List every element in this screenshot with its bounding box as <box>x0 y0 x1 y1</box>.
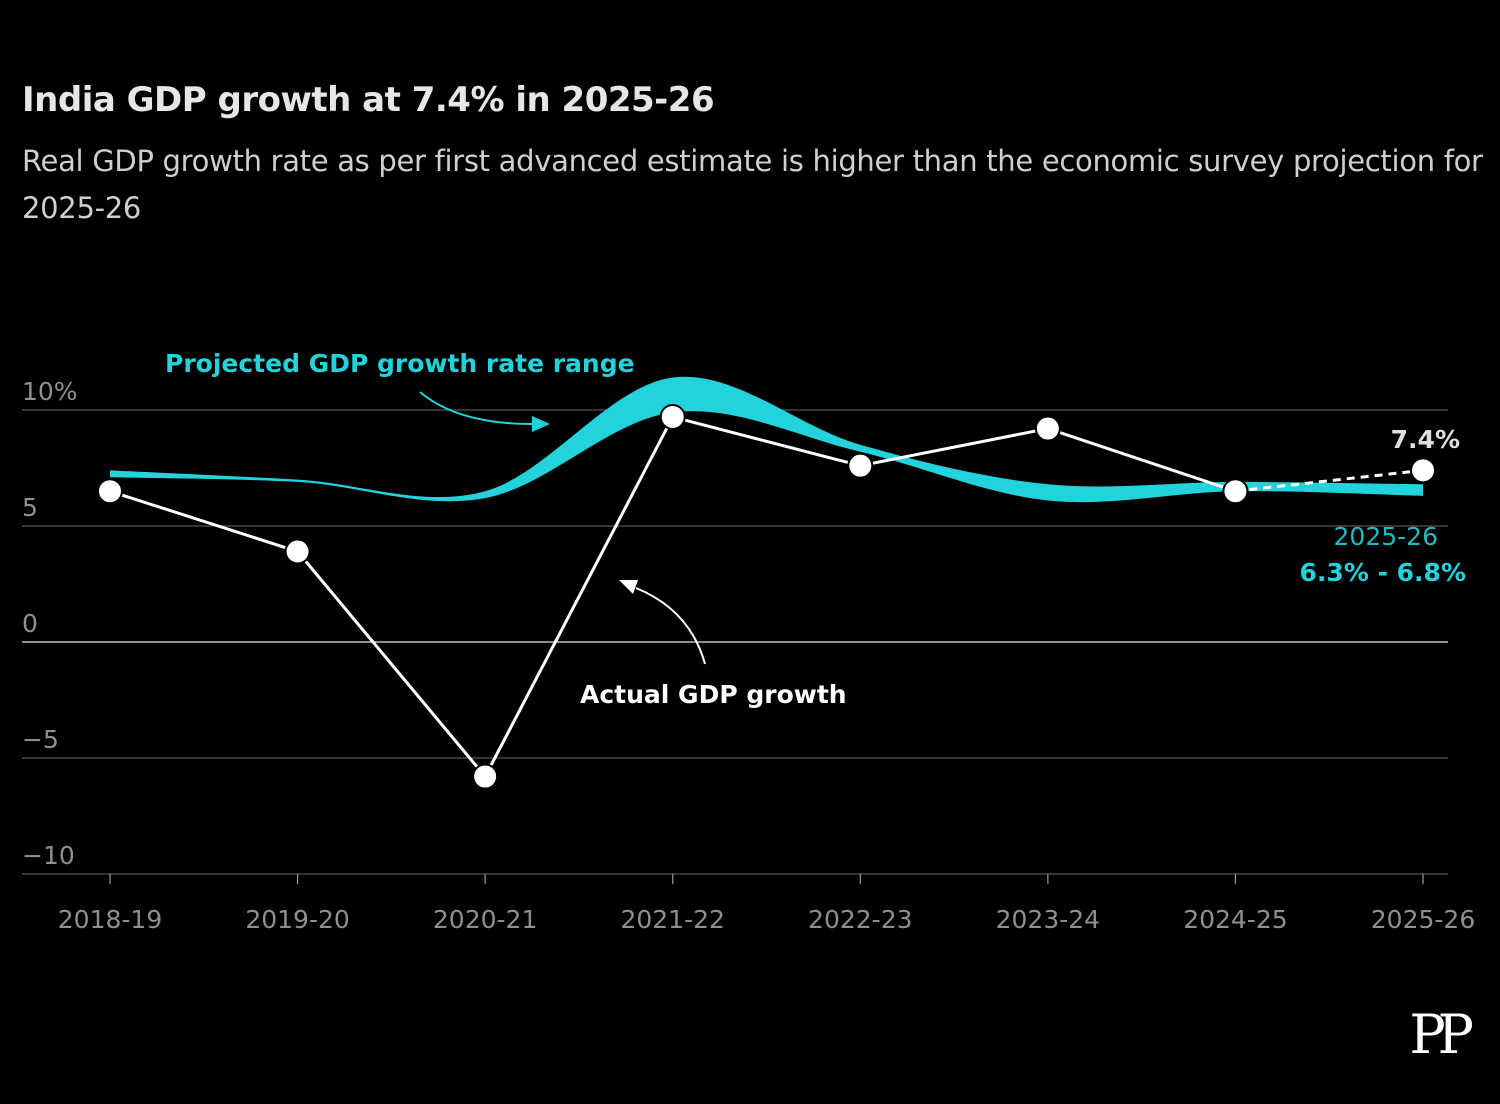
actual-growth-point <box>847 452 874 479</box>
last-actual-label: 7.4% <box>1391 425 1460 454</box>
projected-arrow-head <box>532 416 550 432</box>
y-tick-label: 10% <box>22 377 78 406</box>
actual-growth-point <box>284 538 311 565</box>
x-tick-label: 2019-20 <box>245 905 349 934</box>
actual-growth-line <box>109 415 1236 779</box>
projected-range-label: Projected GDP growth rate range <box>165 349 635 378</box>
actual-growth-point <box>97 478 123 505</box>
chart-subtitle: Real GDP growth rate as per first advanc… <box>22 144 1483 225</box>
y-tick-label: 5 <box>22 493 38 522</box>
x-tick-label: 2022-23 <box>808 905 912 934</box>
x-tick-label: 2021-22 <box>620 905 724 934</box>
chart-title: India GDP growth at 7.4% in 2025-26 <box>22 80 715 120</box>
y-tick-label: −5 <box>22 725 59 754</box>
actual-growth-point <box>1222 478 1249 505</box>
publisher-logo: PP <box>1409 1003 1474 1066</box>
actual-growth-point <box>1410 457 1436 484</box>
x-tick-label: 2018-19 <box>58 905 162 934</box>
actual-growth-point <box>1034 415 1061 442</box>
range-year-label: 2025-26 <box>1334 522 1438 551</box>
actual-arrow-head <box>619 580 638 594</box>
x-tick-label: 2023-24 <box>996 905 1100 934</box>
x-tick-label: 2020-21 <box>433 905 537 934</box>
actual-growth-point <box>472 763 499 790</box>
actual-growth-point <box>659 403 686 430</box>
x-tick-label: 2024-25 <box>1183 905 1287 934</box>
projected-range-band <box>110 376 1423 503</box>
x-tick-label: 2025-26 <box>1371 905 1475 934</box>
range-value-label: 6.3% - 6.8% <box>1300 558 1466 587</box>
projected-arrow <box>419 391 533 425</box>
actual-growth-estimate-line <box>1235 468 1424 493</box>
y-tick-label: −10 <box>22 841 75 870</box>
y-tick-label: 0 <box>22 609 38 638</box>
actual-growth-label: Actual GDP growth <box>580 680 847 709</box>
actual-arrow <box>635 587 706 665</box>
